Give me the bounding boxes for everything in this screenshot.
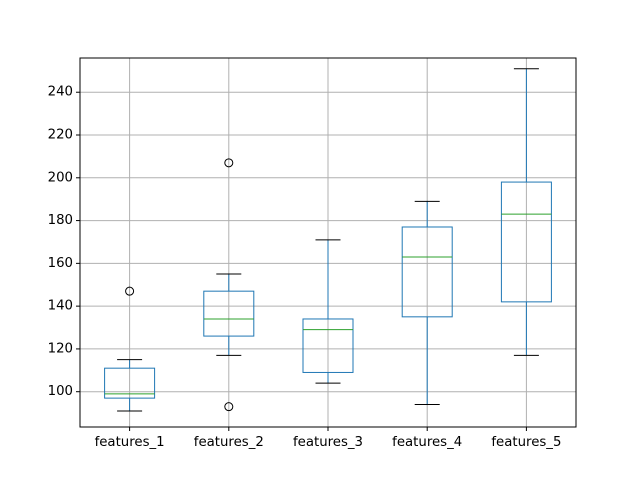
x-tick-label: features_3 xyxy=(293,435,363,450)
y-tick-label: 180 xyxy=(48,213,73,228)
y-tick-label: 240 xyxy=(48,85,73,100)
iqr-box xyxy=(104,367,156,399)
box-layer xyxy=(104,68,552,412)
outlier-point xyxy=(125,286,135,296)
outlier-point xyxy=(224,402,234,412)
box-features_5 xyxy=(500,68,552,356)
y-tick-label: 120 xyxy=(48,341,73,356)
x-tick-label: features_2 xyxy=(194,435,264,450)
iqr-box xyxy=(203,290,255,337)
grid-layer xyxy=(80,58,576,427)
y-tick-label: 140 xyxy=(48,299,73,314)
y-tick-label: 160 xyxy=(48,256,73,271)
y-tick-label: 200 xyxy=(48,170,73,185)
x-tick-label: features_1 xyxy=(95,435,165,450)
box-features_3 xyxy=(302,239,354,384)
outlier-point xyxy=(224,158,234,168)
iqr-box xyxy=(302,318,354,373)
y-tick-label: 100 xyxy=(48,384,73,399)
iqr-box xyxy=(401,226,453,318)
box-features_2 xyxy=(203,158,255,412)
box-features_1 xyxy=(104,286,156,412)
x-tick-label: features_5 xyxy=(491,435,561,450)
y-tick-label: 220 xyxy=(48,128,73,143)
x-tick-label: features_4 xyxy=(392,435,462,450)
tick-layer: 100 120 140 160 180 200 220 240 features_1 featur… xyxy=(48,85,562,450)
iqr-box xyxy=(500,181,552,303)
box-features_4 xyxy=(401,200,453,406)
